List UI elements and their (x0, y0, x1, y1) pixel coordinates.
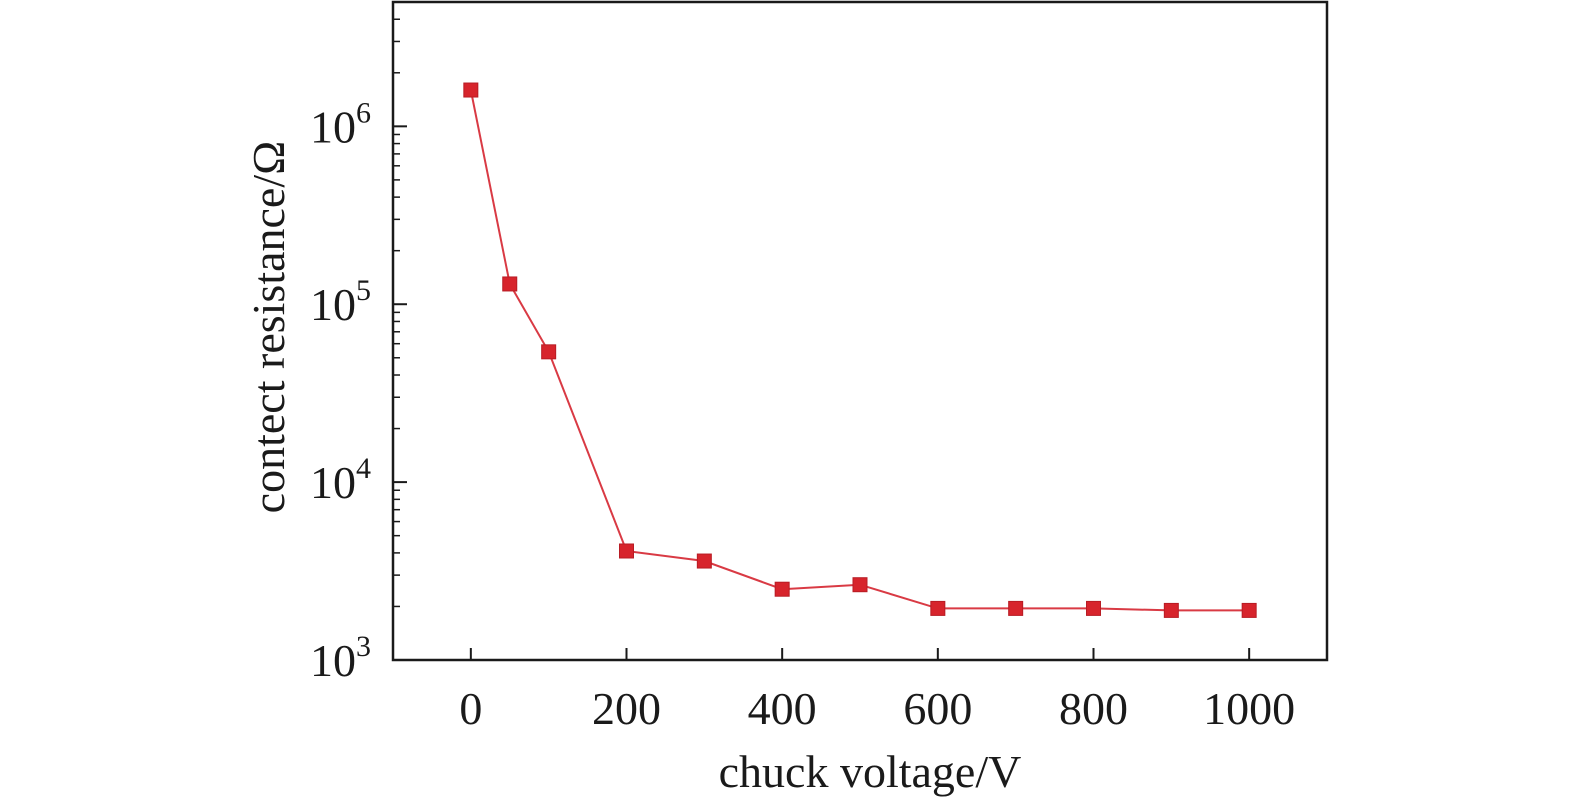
data-point (463, 82, 479, 98)
x-tick-label: 600 (903, 683, 972, 734)
data-point (852, 577, 868, 593)
data-point (619, 543, 634, 559)
series-line (469, 89, 1250, 612)
x-axis-title: chuck voltage/V (719, 746, 1022, 797)
plot-frame (391, 0, 1329, 662)
x-tick-label: 800 (1059, 683, 1128, 734)
x-tick-label: 0 (459, 683, 482, 734)
data-point (774, 581, 790, 597)
x-tick-label: 200 (592, 683, 661, 734)
data-point (1086, 600, 1101, 616)
y-tick-labels: 103 104 105 106 (310, 96, 371, 686)
data-point (541, 344, 557, 360)
x-tick-labels: 0 200 400 600 800 1000 (459, 683, 1295, 734)
x-tick-label: 1000 (1203, 683, 1295, 734)
y-tick-label: 105 (310, 274, 371, 330)
y-tick-label: 103 (310, 630, 371, 686)
data-point (930, 600, 946, 616)
data-point (1241, 602, 1257, 618)
major-ticks (393, 125, 1251, 661)
x-tick-label: 400 (748, 683, 817, 734)
data-point (1008, 600, 1024, 616)
data-point (1163, 602, 1179, 618)
y-tick-label: 104 (310, 452, 371, 508)
y-tick-label: 106 (310, 96, 371, 152)
series-group (463, 82, 1257, 618)
y-axis-title: contect resistance/Ω (243, 141, 294, 514)
data-point (502, 276, 518, 292)
data-point (696, 553, 712, 569)
